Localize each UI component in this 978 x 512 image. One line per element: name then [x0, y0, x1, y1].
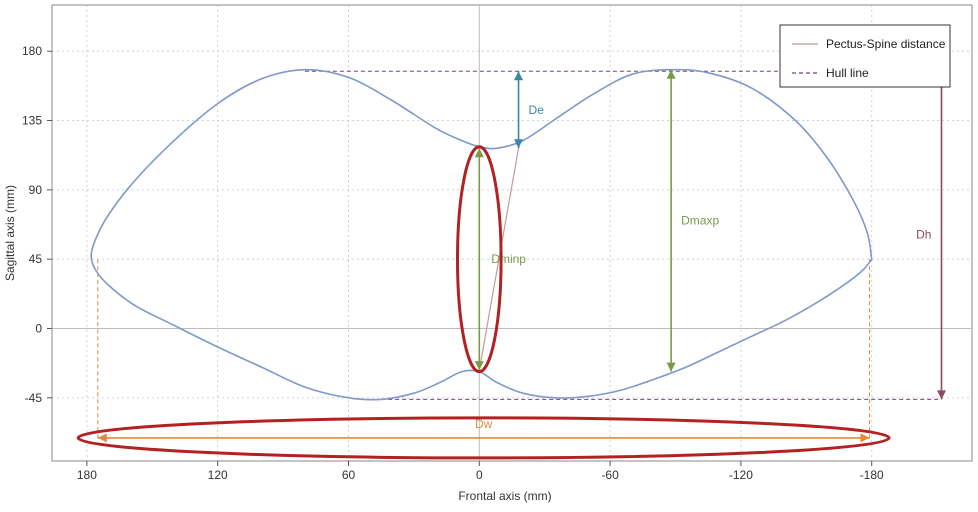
measure-label-de: De — [529, 103, 545, 117]
highlight-ellipse — [455, 145, 503, 374]
arrowhead-dmaxp — [666, 362, 676, 372]
measurement-guides — [97, 70, 942, 438]
pectus-spine-line — [478, 148, 520, 371]
x-axis-title: Frontal axis (mm) — [458, 489, 551, 503]
y-tick-label: 0 — [35, 322, 42, 336]
arrowhead-dw — [860, 433, 870, 443]
x-tick-label: -120 — [729, 468, 753, 482]
x-tick-label: -60 — [601, 468, 619, 482]
series-layer — [90, 68, 873, 401]
x-tick-labels: 180 120 60 0 -60 -120 -180 — [77, 461, 884, 482]
measure-label-dmaxp: Dmaxp — [681, 214, 719, 228]
y-tick-label: 45 — [29, 252, 43, 266]
y-axis-title: Sagittal axis (mm) — [3, 185, 17, 281]
y-tick-label: 90 — [29, 183, 43, 197]
measure-label-dw: Dw — [475, 417, 493, 431]
arrowhead-de — [514, 71, 523, 81]
legend-box — [779, 24, 951, 88]
x-tick-label: 120 — [208, 468, 228, 482]
legend-label-hull-line: Hull line — [826, 66, 869, 80]
measure-label-dh: Dh — [916, 228, 931, 242]
arrowhead-dmaxp — [666, 69, 676, 79]
legend: Pectus-Spine distance Hull line — [779, 24, 951, 88]
y-tick-label: 180 — [22, 44, 42, 58]
thorax-outline — [90, 68, 873, 401]
arrowhead-de — [514, 139, 523, 149]
legend-label-pectus-spine: Pectus-Spine distance — [826, 37, 946, 51]
arrowhead-dminp — [474, 361, 484, 371]
x-tick-label: 180 — [77, 468, 97, 482]
grid — [52, 5, 972, 461]
measurement-annotations: De Dminp Dmaxp Dh Dw — [97, 69, 946, 443]
measure-label-dminp: Dminp — [491, 252, 526, 266]
plot-frame — [51, 4, 973, 462]
x-tick-label: 0 — [476, 468, 483, 482]
y-tick-labels: 180 135 90 45 0 -45 — [22, 44, 52, 405]
y-tick-label: 135 — [22, 114, 42, 128]
highlight-ellipse — [76, 416, 891, 460]
x-tick-label: -180 — [860, 468, 884, 482]
x-tick-label: 60 — [342, 468, 356, 482]
highlight-ellipses — [76, 145, 891, 460]
arrowhead-dh — [937, 390, 946, 400]
arrowhead-dw — [97, 433, 107, 443]
y-tick-label: -45 — [25, 391, 43, 405]
arrowhead-dminp — [474, 148, 484, 158]
